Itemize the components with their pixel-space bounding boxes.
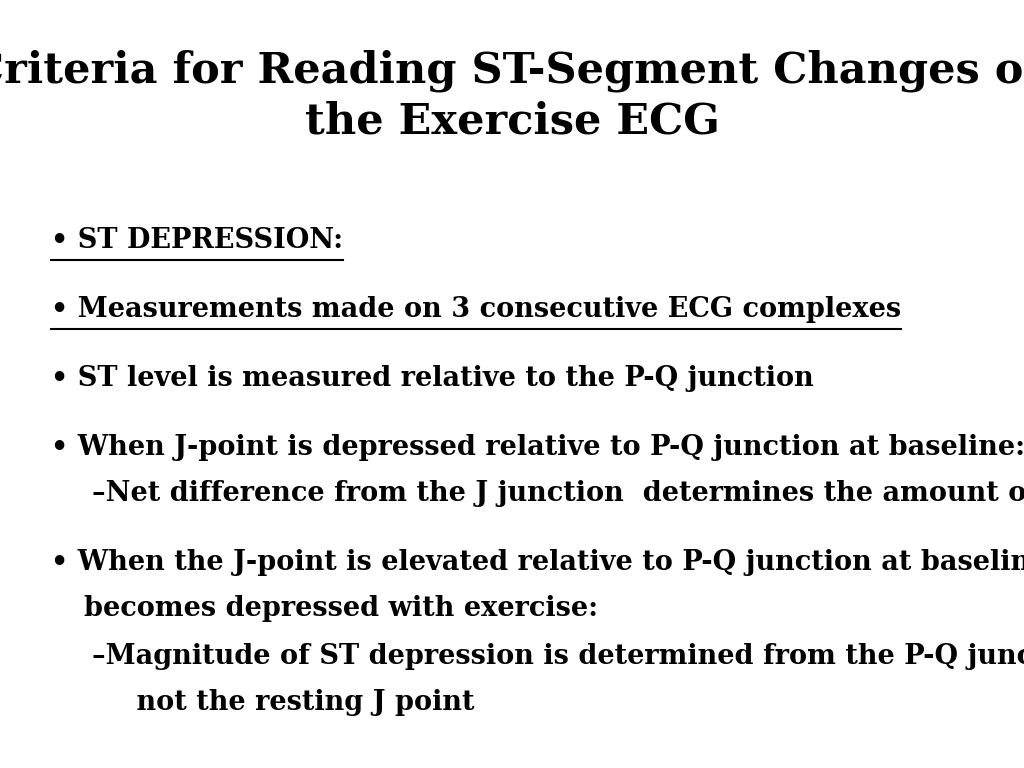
Text: Criteria for Reading ST-Segment Changes on
the Exercise ECG: Criteria for Reading ST-Segment Changes … (0, 50, 1024, 143)
Text: not the resting J point: not the resting J point (108, 689, 474, 716)
Text: • ST level is measured relative to the P-Q junction: • ST level is measured relative to the P… (51, 365, 814, 392)
Text: • ST DEPRESSION:: • ST DEPRESSION: (51, 227, 343, 253)
Text: –Magnitude of ST depression is determined from the P-Q junction and: –Magnitude of ST depression is determine… (92, 643, 1024, 670)
Text: • When J-point is depressed relative to P-Q junction at baseline:: • When J-point is depressed relative to … (51, 434, 1024, 461)
Text: • Measurements made on 3 consecutive ECG complexes: • Measurements made on 3 consecutive ECG… (51, 296, 901, 323)
Text: becomes depressed with exercise:: becomes depressed with exercise: (65, 595, 598, 622)
Text: • When the J-point is elevated relative to P-Q junction at baseline and: • When the J-point is elevated relative … (51, 549, 1024, 576)
Text: –Net difference from the J junction  determines the amount of deviation: –Net difference from the J junction dete… (92, 480, 1024, 507)
